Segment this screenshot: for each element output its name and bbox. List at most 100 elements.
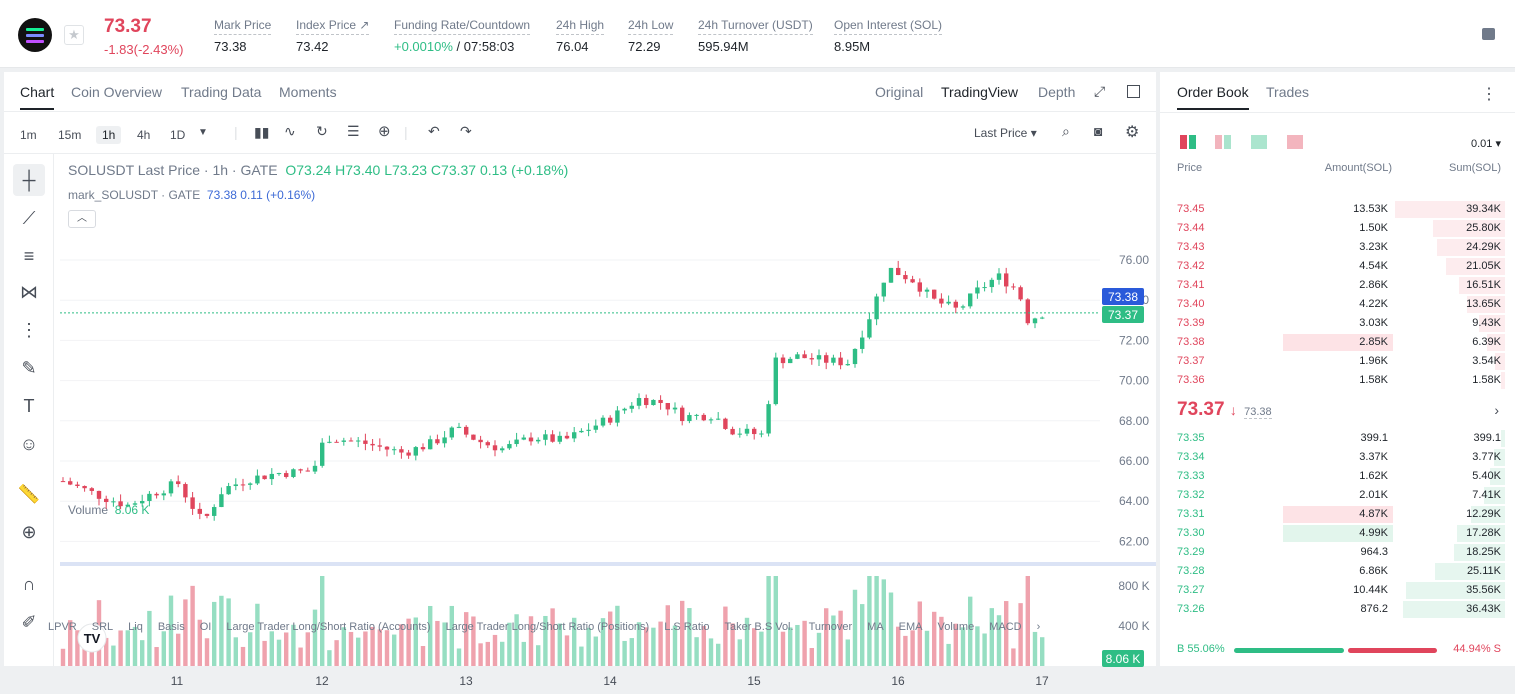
asks-row[interactable]: 73.40 4.22K 13.65K: [1160, 295, 1515, 314]
replay-icon[interactable]: ↻: [316, 123, 328, 139]
tab-moments[interactable]: Moments: [279, 84, 337, 100]
edit-pencil-icon[interactable]: ✐: [21, 611, 37, 632]
indicator-11[interactable]: EMA: [898, 621, 923, 633]
indicator-1[interactable]: SRL: [91, 621, 114, 633]
bids-row[interactable]: 73.28 6.86K 25.11K: [1160, 562, 1515, 581]
indicator-8[interactable]: Taker B.S Vol.: [724, 621, 794, 633]
price-tick-label: 76.00: [1119, 253, 1149, 267]
tab-chart[interactable]: Chart: [10, 84, 64, 110]
brush-icon[interactable]: ✎: [21, 357, 37, 378]
interval-1m[interactable]: 1m: [20, 128, 37, 142]
interval-1d[interactable]: 1D: [170, 128, 186, 142]
volume-bar: [456, 648, 462, 666]
bids-row[interactable]: 73.27 10.44K 35.56K: [1160, 581, 1515, 600]
volume-legend: Volume 8.06 K: [68, 503, 150, 517]
horizontal-lines-icon[interactable]: ≡: [23, 245, 35, 266]
bids-row[interactable]: 73.34 3.37K 3.77K: [1160, 448, 1515, 467]
indicator-2[interactable]: Liq: [128, 621, 143, 633]
text-icon[interactable]: T: [23, 395, 35, 416]
guide-book-icon[interactable]: [1482, 28, 1495, 40]
volume-bar: [284, 632, 289, 666]
crosshair-icon[interactable]: ┼: [13, 164, 45, 196]
favorite-star-icon[interactable]: ★: [64, 25, 84, 45]
bids-row[interactable]: 73.32 2.01K 7.41K: [1160, 486, 1515, 505]
asks-row[interactable]: 73.38 2.85K 6.39K: [1160, 333, 1515, 352]
settings-gear-icon[interactable]: ⚙: [1125, 124, 1140, 141]
bids-row[interactable]: 73.26 876.2 36.43K: [1160, 600, 1515, 619]
volume-bar: [471, 616, 476, 666]
asks-row[interactable]: 73.37 1.96K 3.54K: [1160, 352, 1515, 371]
view-asks-icon[interactable]: [1287, 135, 1303, 149]
chevron-right-icon[interactable]: ›: [1494, 402, 1499, 418]
indicator-10[interactable]: MA: [867, 621, 884, 633]
candle-type-icon[interactable]: ▮▮: [254, 124, 270, 140]
view-tradingview[interactable]: TradingView: [941, 84, 1019, 100]
bids-row[interactable]: 73.31 4.87K 12.29K: [1160, 505, 1515, 524]
indicator-scroll-icon[interactable]: ›: [1036, 621, 1041, 633]
zoom-in-icon[interactable]: ⊕: [21, 521, 37, 542]
undo-icon[interactable]: ↶: [428, 123, 440, 139]
trend-line-icon[interactable]: ⟋: [22, 207, 36, 228]
indicator-7[interactable]: L.S Ratio: [664, 621, 710, 633]
emoji-icon[interactable]: ☺: [19, 433, 39, 454]
x-tick-label: 12: [315, 674, 329, 688]
asks-row[interactable]: 73.42 4.54K 21.05K: [1160, 257, 1515, 276]
collapse-legend-button[interactable]: ︿: [68, 210, 96, 228]
candle: [773, 357, 778, 405]
view-depth[interactable]: Depth: [1038, 84, 1076, 100]
volume-bar: [860, 604, 865, 666]
view-original[interactable]: Original: [875, 84, 924, 100]
camera-icon[interactable]: ◙: [1094, 123, 1103, 139]
tab-trades[interactable]: Trades: [1266, 84, 1310, 100]
tab-coin-overview[interactable]: Coin Overview: [71, 84, 163, 100]
indicator-0[interactable]: LPVR: [48, 621, 77, 633]
tab-trading-data[interactable]: Trading Data: [181, 84, 262, 100]
asks-row[interactable]: 73.44 1.50K 25.80K: [1160, 219, 1515, 238]
indicator-12[interactable]: Volume: [937, 621, 975, 633]
tab-order-book[interactable]: Order Book: [1167, 84, 1259, 110]
candlestick-chart[interactable]: 76.0074.0072.0070.0068.0066.0064.0062.00…: [60, 154, 1156, 694]
view-both-icon[interactable]: [1180, 135, 1196, 149]
asks-row[interactable]: 73.36 1.58K 1.58K: [1160, 371, 1515, 390]
fib-icon[interactable]: ⋮: [20, 319, 38, 340]
last-price: 73.37: [104, 16, 152, 37]
candle: [125, 504, 130, 507]
window-icon[interactable]: [1127, 85, 1140, 98]
add-alert-icon[interactable]: ⊕: [378, 123, 391, 140]
bids-row[interactable]: 73.35 399.1 399.1: [1160, 429, 1515, 448]
magnet-icon[interactable]: ∩: [22, 573, 36, 594]
asks-row[interactable]: 73.39 3.03K 9.43K: [1160, 314, 1515, 333]
ruler-icon[interactable]: 📏: [17, 483, 41, 504]
search-icon[interactable]: ⌕: [1062, 123, 1070, 139]
interval-15m[interactable]: 15m: [58, 128, 82, 142]
indicators-icon[interactable]: ∿: [284, 123, 296, 139]
indicator-9[interactable]: Turnover: [808, 621, 853, 633]
candle: [1004, 273, 1009, 287]
indicator-4[interactable]: OI: [199, 621, 212, 633]
interval-dropdown-icon[interactable]: ▼: [198, 127, 208, 138]
view-both-alt-icon[interactable]: [1215, 135, 1231, 149]
stat-index-price[interactable]: Index Price ↗ 73.42: [296, 18, 370, 54]
indicator-3[interactable]: Basis: [157, 621, 185, 633]
indicator-13[interactable]: MACD: [989, 621, 1022, 633]
indicator-5[interactable]: Large Trader Long/Short Ratio (Accounts): [226, 621, 431, 633]
asks-row[interactable]: 73.45 13.53K 39.34K: [1160, 200, 1515, 219]
volume-bar: [226, 598, 231, 666]
fullscreen-icon[interactable]: ⤢: [1094, 83, 1106, 99]
interval-4h[interactable]: 4h: [137, 128, 151, 142]
asks-row[interactable]: 73.41 2.86K 16.51K: [1160, 276, 1515, 295]
bids-row[interactable]: 73.33 1.62K 5.40K: [1160, 467, 1515, 486]
interval-1h[interactable]: 1h: [96, 126, 122, 144]
bids-row[interactable]: 73.29 964.3 18.25K: [1160, 543, 1515, 562]
candle: [320, 442, 325, 466]
pattern-icon[interactable]: ⋈: [20, 281, 38, 302]
view-bids-icon[interactable]: [1251, 135, 1267, 149]
redo-icon[interactable]: ↷: [460, 123, 472, 139]
price-source-select[interactable]: Last Price ▾: [974, 126, 1037, 140]
asks-row[interactable]: 73.43 3.23K 24.29K: [1160, 238, 1515, 257]
more-options-icon[interactable]: ⋮: [1481, 86, 1497, 103]
indicator-6[interactable]: Large Trader Long/Short Ratio (Positions…: [445, 621, 650, 633]
precision-select[interactable]: 0.01 ▾: [1471, 138, 1501, 150]
bids-row[interactable]: 73.30 4.99K 17.28K: [1160, 524, 1515, 543]
templates-icon[interactable]: ☰: [347, 123, 360, 139]
